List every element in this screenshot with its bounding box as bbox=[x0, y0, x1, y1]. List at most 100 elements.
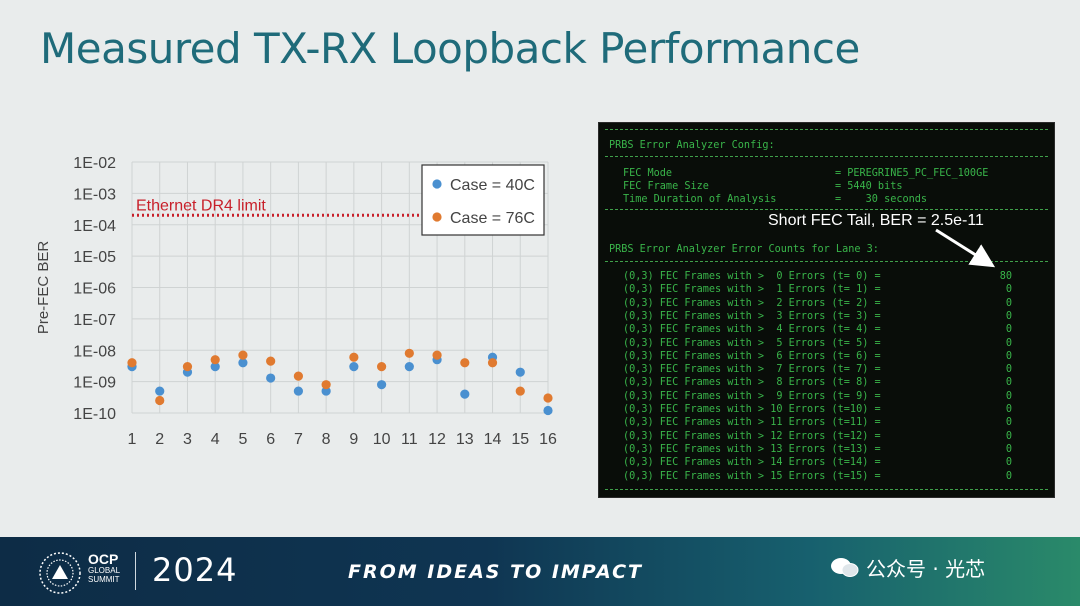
x-tick-label: 6 bbox=[266, 431, 275, 448]
data-point bbox=[266, 356, 276, 366]
terminal-row-value: 0 bbox=[1005, 390, 1012, 402]
terminal-row-value: 0 bbox=[1005, 337, 1012, 349]
terminal-row-text: (0,3) FEC Frames with > 6 Errors (t= 6) … bbox=[623, 350, 881, 362]
footer-divider bbox=[135, 552, 136, 590]
terminal-row-value: 0 bbox=[1005, 377, 1012, 389]
terminal-row-text: (0,3) FEC Frames with > 9 Errors (t= 9) … bbox=[623, 390, 881, 402]
terminal-row-value: 0 bbox=[1005, 470, 1012, 482]
x-tick-label: 13 bbox=[456, 431, 474, 448]
data-point bbox=[155, 386, 165, 396]
data-point bbox=[210, 355, 220, 365]
terminal-row-text: (0,3) FEC Frames with > 4 Errors (t= 4) … bbox=[623, 324, 881, 336]
y-tick-label: 1E-03 bbox=[73, 186, 116, 203]
data-point bbox=[432, 350, 442, 360]
y-tick-label: 1E-09 bbox=[73, 375, 116, 392]
terminal-row-value: 0 bbox=[1005, 457, 1012, 469]
x-tick-label: 8 bbox=[322, 431, 331, 448]
data-point bbox=[515, 367, 525, 377]
data-point bbox=[349, 352, 359, 362]
data-point bbox=[293, 386, 303, 396]
x-tick-label: 10 bbox=[373, 431, 391, 448]
terminal-row-value: 0 bbox=[1005, 324, 1012, 336]
y-axis-label: Pre-FEC BER bbox=[35, 241, 52, 335]
y-tick-label: 1E-08 bbox=[73, 343, 116, 360]
terminal-row-text: (0,3) FEC Frames with > 0 Errors (t= 0) … bbox=[623, 271, 881, 282]
terminal-row-value: 0 bbox=[1005, 297, 1012, 309]
terminal-separator bbox=[605, 261, 1048, 262]
data-point bbox=[377, 362, 387, 372]
terminal-row-text: (0,3) FEC Frames with > 14 Errors (t=14)… bbox=[623, 457, 881, 469]
slide-title: Measured TX-RX Loopback Performance bbox=[40, 24, 860, 73]
legend-marker bbox=[432, 179, 442, 189]
data-point bbox=[210, 362, 220, 372]
terminal-row-text: (0,3) FEC Frames with > 3 Errors (t= 3) … bbox=[623, 310, 881, 322]
data-point bbox=[182, 362, 193, 372]
terminal-row-value: 0 bbox=[1005, 417, 1012, 429]
data-point bbox=[238, 350, 248, 360]
terminal-counts-header: PRBS Error Analyzer Error Counts for Lan… bbox=[609, 244, 879, 255]
terminal-row-value: 0 bbox=[1005, 443, 1012, 455]
ocp-global: GLOBAL bbox=[88, 566, 121, 575]
ocp-logo-icon bbox=[39, 552, 81, 594]
data-point bbox=[349, 362, 359, 372]
dr4-limit-label: Ethernet DR4 limit bbox=[136, 197, 266, 214]
data-point bbox=[293, 371, 303, 381]
y-tick-label: 1E-02 bbox=[73, 155, 116, 172]
terminal-row-value: 80 bbox=[999, 271, 1012, 282]
terminal-config-header: PRBS Error Analyzer Config: bbox=[609, 140, 775, 151]
y-tick-label: 1E-06 bbox=[73, 281, 116, 298]
x-tick-label: 16 bbox=[539, 431, 557, 448]
terminal-row-value: 0 bbox=[1005, 284, 1012, 296]
watermark-text: 公众号 · 光芯 bbox=[866, 557, 986, 581]
x-tick-label: 4 bbox=[211, 431, 220, 448]
terminal-separator bbox=[605, 129, 1048, 130]
data-point bbox=[321, 380, 331, 390]
ber-chart-svg: 1E-02 1E-03 1E-04 1E-05 1E-06 1E-07 1E-08 1E-09… bbox=[35, 155, 557, 448]
terminal-row-text: (0,3) FEC Frames with > 1 Errors (t= 1) … bbox=[623, 284, 881, 296]
x-tick-label: 1 bbox=[128, 431, 137, 448]
terminal-window: PRBS Error Analyzer Config: FEC Mode = PE… bbox=[598, 122, 1055, 498]
data-point bbox=[266, 373, 276, 383]
data-point bbox=[515, 386, 525, 396]
footer-bar: OCP GLOBAL SUMMIT 2024 FROM IDEAS TO IMP… bbox=[0, 537, 1080, 606]
terminal-row-text: (0,3) FEC Frames with > 11 Errors (t=11)… bbox=[623, 417, 881, 429]
terminal-row-text: (0,3) FEC Frames with > 7 Errors (t= 7) … bbox=[623, 364, 881, 376]
y-tick-label: 1E-07 bbox=[73, 312, 116, 329]
ocp-summit: SUMMIT bbox=[88, 575, 120, 584]
data-point bbox=[404, 348, 414, 358]
terminal-row-value: 0 bbox=[1005, 350, 1012, 362]
x-tick-label: 11 bbox=[401, 431, 418, 448]
terminal-config-key: Time Duration of Analysis bbox=[623, 194, 777, 205]
x-tick-label: 15 bbox=[511, 431, 529, 448]
data-point bbox=[543, 393, 553, 403]
data-point bbox=[127, 358, 137, 368]
legend-label: Case = 76C bbox=[450, 210, 535, 227]
data-point bbox=[487, 358, 498, 368]
data-point bbox=[460, 358, 470, 368]
terminal-row-text: (0,3) FEC Frames with > 5 Errors (t= 5) … bbox=[623, 337, 881, 349]
y-tick-label: 1E-05 bbox=[73, 249, 116, 266]
terminal-separator bbox=[605, 209, 1048, 210]
terminal-config-value: = PEREGRINE5_PC_FEC_100GE bbox=[835, 168, 989, 179]
data-point bbox=[238, 358, 248, 368]
terminal-row-value: 0 bbox=[1005, 310, 1012, 322]
data-point bbox=[460, 389, 470, 399]
x-tick-label: 7 bbox=[294, 431, 303, 448]
terminal-row-value: 0 bbox=[1005, 404, 1012, 415]
terminal-separator bbox=[605, 156, 1048, 157]
ocp-name: OCP bbox=[88, 551, 119, 567]
y-tick-label: 1E-04 bbox=[73, 218, 116, 235]
terminal-row-value: 0 bbox=[1005, 364, 1012, 376]
x-tick-label: 2 bbox=[155, 431, 164, 448]
terminal-row-text: (0,3) FEC Frames with > 8 Errors (t= 8) … bbox=[623, 377, 881, 389]
ber-chart: 1E-02 1E-03 1E-04 1E-05 1E-06 1E-07 1E-08 1E-09… bbox=[20, 140, 580, 460]
terminal-config-key: FEC Mode bbox=[623, 168, 673, 179]
data-point bbox=[377, 380, 387, 390]
summit-tagline: FROM IDEAS TO IMPACT bbox=[348, 561, 644, 583]
ocp-logo-text: OCP GLOBAL SUMMIT bbox=[88, 552, 120, 584]
data-point bbox=[155, 395, 165, 406]
x-tick-label: 5 bbox=[238, 431, 247, 448]
x-tick-label: 14 bbox=[484, 431, 502, 448]
terminal-row-text: (0,3) FEC Frames with > 10 Errors (t=10)… bbox=[623, 404, 881, 415]
ber-annotation: Short FEC Tail, BER = 2.5e-11 bbox=[768, 212, 984, 229]
